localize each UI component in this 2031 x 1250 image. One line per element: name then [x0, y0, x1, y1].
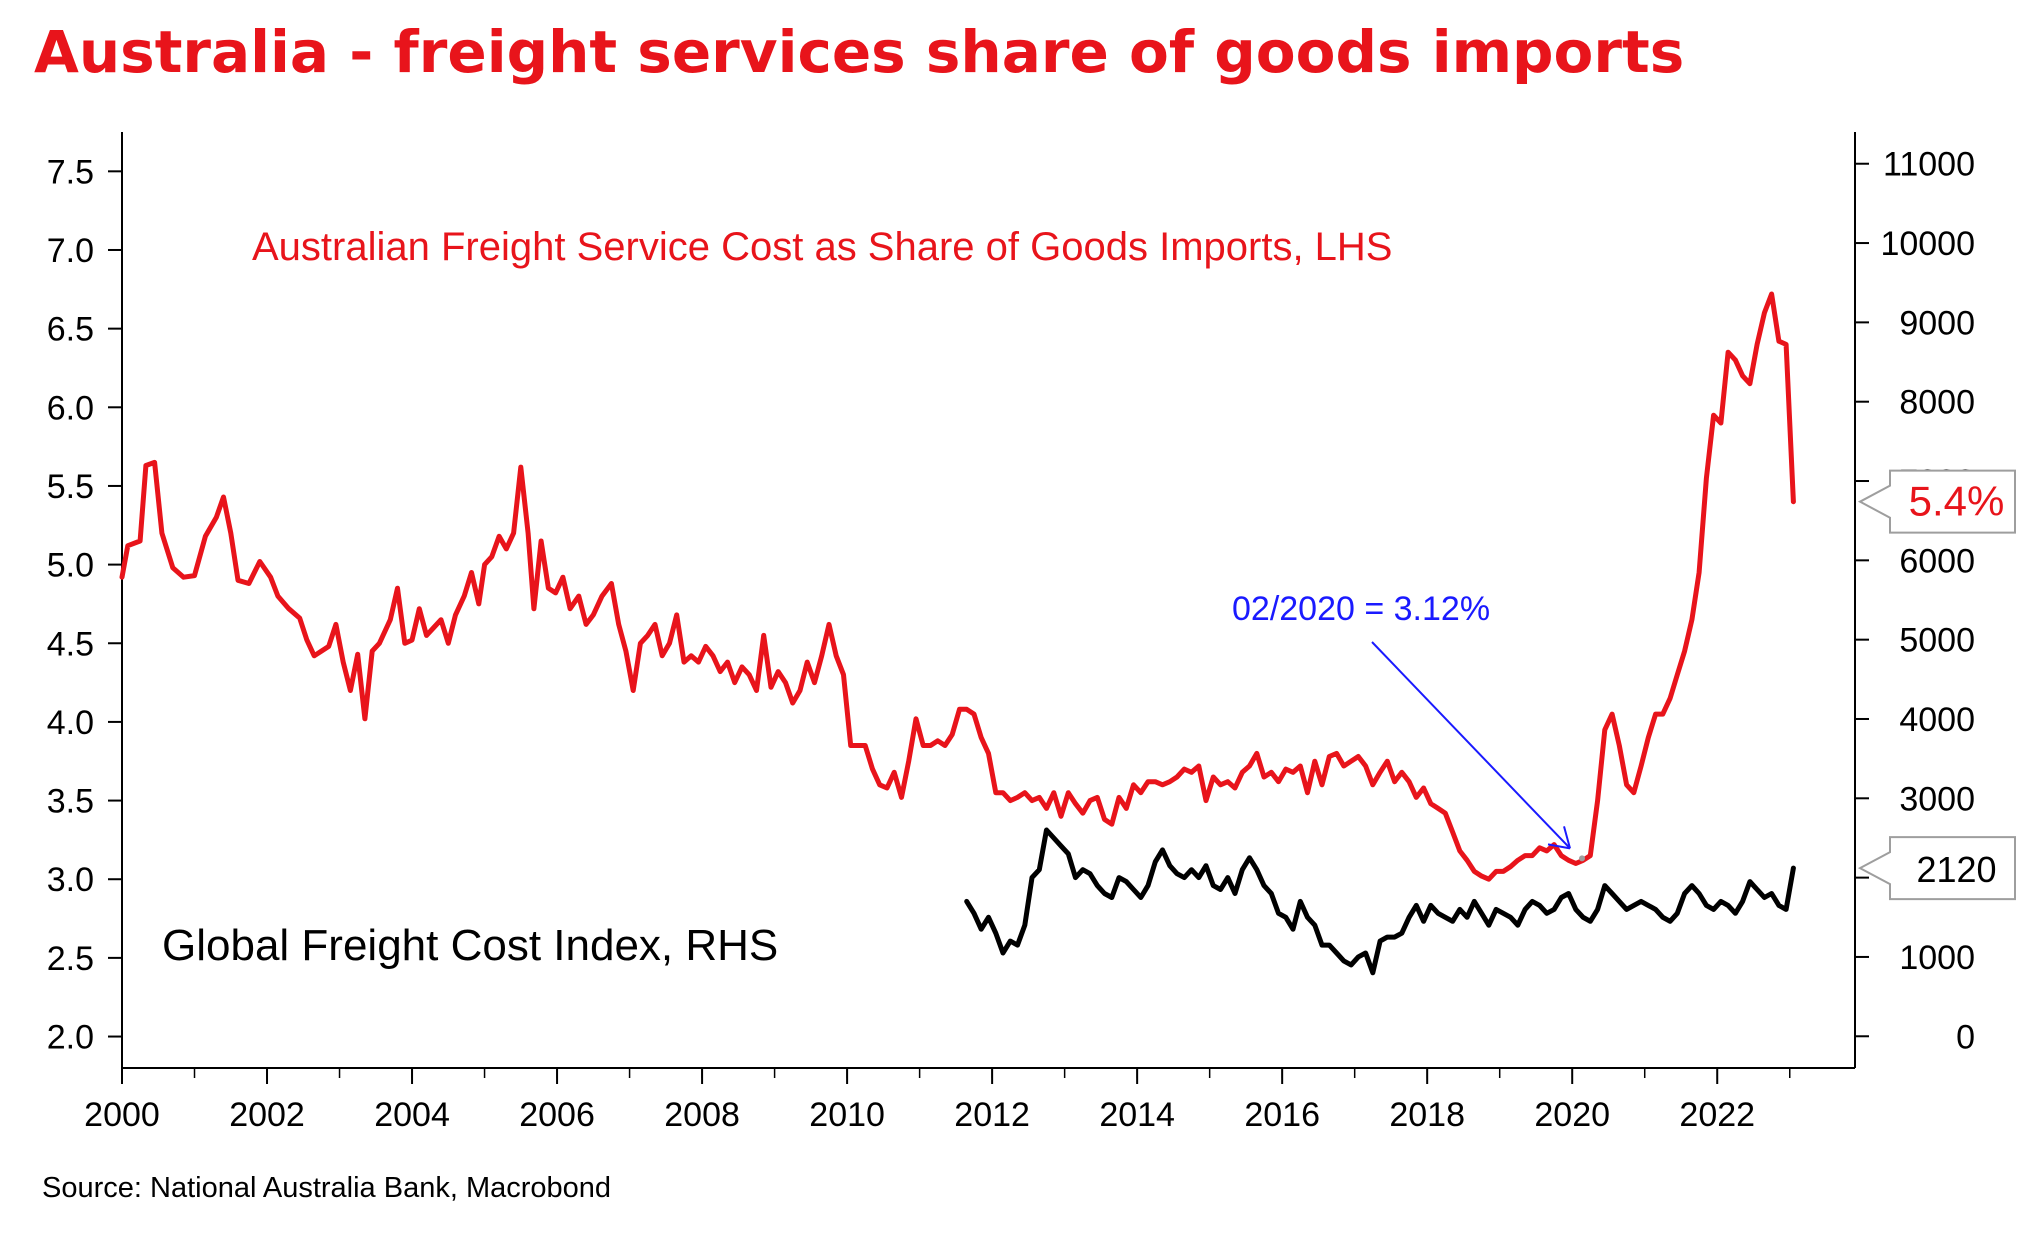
x-tick-label: 2006 [519, 1096, 595, 1134]
x-tick-label: 2010 [809, 1096, 885, 1134]
x-tick-label: 2008 [664, 1096, 740, 1134]
annotation-point [1579, 855, 1586, 862]
annotation-arrow-line [1371, 641, 1571, 850]
labels-layer: Australian Freight Service Cost as Share… [162, 225, 1490, 970]
y-left-tick-label: 4.0 [47, 704, 94, 742]
last-value-label-lhs: 5.4% [1909, 478, 2005, 525]
y-left-tick-label: 5.5 [47, 468, 94, 506]
y-left-tick-label: 6.5 [47, 311, 94, 349]
y-left-tick-label: 7.5 [47, 153, 94, 191]
y-right-tick-label: 4000 [1899, 701, 1975, 739]
y-right-tick-label: 5000 [1899, 622, 1975, 660]
x-tick-label: 2016 [1244, 1096, 1320, 1134]
x-tick-label: 2014 [1099, 1096, 1175, 1134]
x-tick-label: 2022 [1679, 1096, 1755, 1134]
last-value-tag-rhs [1857, 836, 2016, 901]
y-right-tick-label: 1000 [1899, 939, 1975, 977]
y-right-tick-label: 0 [1956, 1018, 1975, 1056]
annotation-label: 02/2020 = 3.12% [1232, 590, 1490, 628]
y-left-tick-label: 7.0 [47, 232, 94, 270]
y-right-tick-label: 10000 [1880, 225, 1975, 263]
annotation-arrow-head [1547, 826, 1571, 850]
source-note: Source: National Australia Bank, Macrobo… [42, 1172, 612, 1204]
x-tick-label: 2012 [954, 1096, 1030, 1134]
last-value-label-rhs: 2120 [1916, 849, 1996, 890]
x-tick-label: 2002 [229, 1096, 305, 1134]
y-left-tick-label: 6.0 [47, 389, 94, 427]
x-tick-label: 2018 [1389, 1096, 1465, 1134]
y-left-tick-label: 3.5 [47, 783, 94, 821]
legend-lhs-label: Australian Freight Service Cost as Share… [252, 225, 1393, 269]
series-line-global-freight-index [964, 827, 1796, 976]
y-left-tick-label: 5.0 [47, 547, 94, 585]
y-right-tick-label: 11000 [1883, 146, 1975, 184]
x-tick-label: 2004 [374, 1096, 450, 1134]
legend-rhs-label: Global Freight Cost Index, RHS [162, 921, 778, 970]
y-right-tick-label: 6000 [1899, 542, 1975, 580]
y-right-tick-label: 8000 [1899, 384, 1975, 422]
x-tick-label: 2000 [84, 1096, 160, 1134]
series-layer [119, 291, 1796, 976]
series-line-freight-share [119, 291, 1796, 882]
value-tags: 5.4% 2120 [1857, 469, 2016, 901]
y-right-tick-label: 9000 [1899, 304, 1975, 342]
chart-title: Australia - freight services share of go… [34, 18, 1685, 86]
y-right-tick-label: 3000 [1899, 780, 1975, 818]
y-left-tick-label: 2.0 [47, 1019, 94, 1057]
x-tick-label: 2020 [1534, 1096, 1610, 1134]
y-left-tick-label: 2.5 [47, 940, 94, 978]
y-left-tick-label: 4.5 [47, 625, 94, 663]
y-left-tick-label: 3.0 [47, 861, 94, 899]
last-value-tag-lhs [1857, 469, 2016, 534]
